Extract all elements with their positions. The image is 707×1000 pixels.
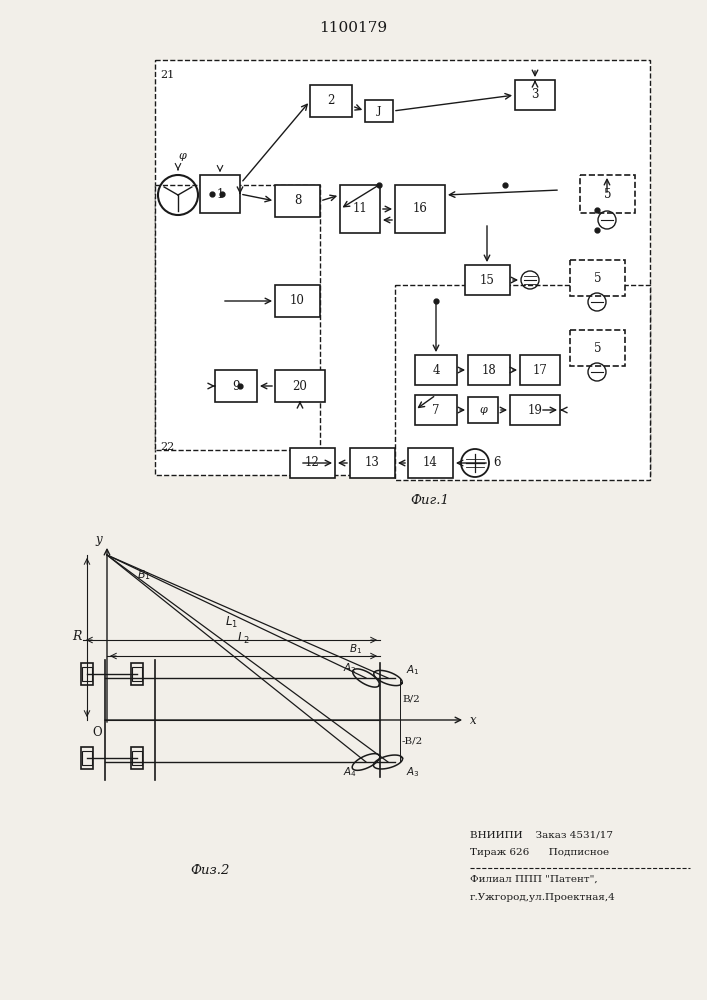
Text: 18: 18 xyxy=(481,363,496,376)
Bar xyxy=(215,370,257,402)
Text: 21: 21 xyxy=(160,70,174,80)
Text: 5: 5 xyxy=(594,342,601,355)
Bar xyxy=(290,448,335,478)
Text: B/2: B/2 xyxy=(402,694,420,704)
Bar xyxy=(468,397,498,423)
Text: 16: 16 xyxy=(413,202,428,216)
Text: 22: 22 xyxy=(160,442,174,452)
Bar xyxy=(155,185,320,450)
Text: 6: 6 xyxy=(493,456,501,470)
Bar xyxy=(131,663,143,685)
Text: 9: 9 xyxy=(233,379,240,392)
Bar xyxy=(81,663,93,685)
Bar xyxy=(275,185,320,217)
Bar xyxy=(275,370,325,402)
Text: Тираж 626      Подписное: Тираж 626 Подписное xyxy=(470,848,609,857)
Bar xyxy=(408,448,453,478)
Bar xyxy=(580,175,635,213)
Text: $B_1$: $B_1$ xyxy=(349,642,363,656)
Text: $L_2$: $L_2$ xyxy=(237,631,250,646)
Bar xyxy=(365,100,393,122)
Bar xyxy=(82,667,92,681)
Bar xyxy=(570,330,625,366)
Text: 5: 5 xyxy=(604,188,612,200)
Text: $A_2$: $A_2$ xyxy=(344,661,357,675)
Bar xyxy=(510,395,560,425)
Text: 7: 7 xyxy=(432,403,440,416)
Text: 14: 14 xyxy=(423,456,438,470)
Text: -B/2: -B/2 xyxy=(402,736,423,746)
Bar xyxy=(350,448,395,478)
Text: 20: 20 xyxy=(293,379,308,392)
Bar xyxy=(82,751,92,765)
Bar xyxy=(132,667,142,681)
Bar xyxy=(340,185,380,233)
Text: 1: 1 xyxy=(216,188,223,200)
Text: $A_4$: $A_4$ xyxy=(343,765,357,779)
Bar xyxy=(395,185,445,233)
Bar xyxy=(468,355,510,385)
Bar xyxy=(310,85,352,117)
Text: Физ.2: Физ.2 xyxy=(190,863,230,876)
Text: 8: 8 xyxy=(294,194,301,208)
Text: 4: 4 xyxy=(432,363,440,376)
Text: $L_1$: $L_1$ xyxy=(225,615,238,630)
Text: $A_3$: $A_3$ xyxy=(406,765,420,779)
Text: y: y xyxy=(95,534,102,546)
Text: $B_1$: $B_1$ xyxy=(137,568,151,582)
Bar xyxy=(415,395,457,425)
Bar xyxy=(81,747,93,769)
Text: 2: 2 xyxy=(327,95,334,107)
Text: φ: φ xyxy=(178,151,186,161)
Bar xyxy=(395,285,650,480)
Text: $A_1$: $A_1$ xyxy=(406,663,420,677)
Text: 19: 19 xyxy=(527,403,542,416)
Text: 3: 3 xyxy=(531,89,539,102)
Text: O: O xyxy=(92,726,102,738)
Text: 13: 13 xyxy=(365,456,380,470)
Text: x: x xyxy=(470,714,477,726)
Bar xyxy=(520,355,560,385)
Bar xyxy=(415,355,457,385)
Text: г.Ужгород,ул.Проектная,4: г.Ужгород,ул.Проектная,4 xyxy=(470,893,616,902)
Bar xyxy=(131,747,143,769)
Text: 10: 10 xyxy=(290,294,305,308)
Text: φ: φ xyxy=(479,405,487,415)
Bar xyxy=(465,265,510,295)
Text: Филиал ППП "Патент",: Филиал ППП "Патент", xyxy=(470,875,597,884)
Text: R: R xyxy=(72,631,82,644)
Bar xyxy=(515,80,555,110)
Text: 5: 5 xyxy=(594,271,601,284)
Bar xyxy=(275,285,320,317)
Text: Фиг.1: Фиг.1 xyxy=(411,493,450,506)
Text: 12: 12 xyxy=(305,456,320,470)
Bar xyxy=(155,60,650,475)
Bar xyxy=(200,175,240,213)
Text: J: J xyxy=(377,106,381,116)
Text: 11: 11 xyxy=(353,202,368,216)
Text: 15: 15 xyxy=(480,273,495,286)
Text: ВНИИПИ    Заказ 4531/17: ВНИИПИ Заказ 4531/17 xyxy=(470,830,613,839)
Text: 1100179: 1100179 xyxy=(319,21,387,35)
Text: 17: 17 xyxy=(532,363,547,376)
Bar xyxy=(570,260,625,296)
Bar xyxy=(132,751,142,765)
